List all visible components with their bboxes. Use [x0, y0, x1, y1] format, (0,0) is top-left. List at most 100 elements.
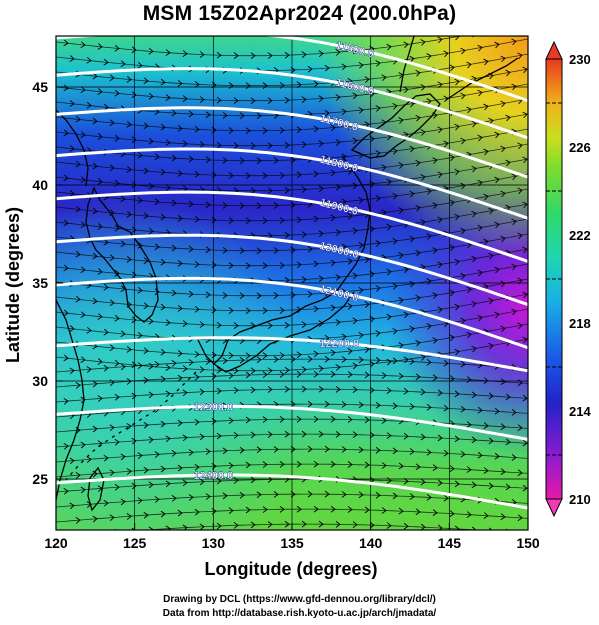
- streamline: [56, 388, 528, 403]
- stream-arrow: [80, 396, 86, 404]
- stream-arrow: [245, 262, 251, 270]
- stream-arrow: [449, 154, 455, 162]
- stream-arrow: [522, 394, 528, 402]
- stream-arrow: [466, 421, 472, 428]
- streamline: [56, 418, 528, 433]
- stream-arrow: [97, 88, 103, 95]
- stream-arrow: [171, 244, 177, 252]
- stream-arrow: [409, 55, 415, 63]
- stream-arrow: [358, 331, 364, 339]
- stream-arrow: [205, 246, 211, 254]
- stream-arrow: [483, 512, 489, 519]
- stream-arrow: [369, 270, 375, 278]
- stream-arrow: [194, 418, 200, 426]
- stream-arrow: [120, 60, 126, 68]
- stream-arrow: [239, 247, 245, 255]
- stream-arrow: [386, 432, 392, 439]
- stream-arrow: [364, 346, 370, 353]
- stream-arrow: [364, 461, 370, 469]
- contour-line: [56, 473, 528, 510]
- stream-arrow: [318, 95, 324, 103]
- stream-arrow: [369, 386, 375, 394]
- stream-arrow: [432, 292, 438, 299]
- stream-arrow: [409, 358, 415, 365]
- stream-arrow: [92, 425, 98, 433]
- coastline-ryukyu: [65, 371, 197, 481]
- stream-arrow: [250, 431, 256, 439]
- contour-line: [56, 106, 528, 179]
- stream-arrow: [160, 375, 166, 383]
- stream-arrow: [273, 491, 279, 498]
- stream-arrow: [386, 178, 392, 186]
- stream-arrow: [256, 247, 262, 255]
- stream-arrow: [426, 448, 432, 456]
- stream-arrow: [381, 507, 387, 514]
- streamline: [56, 173, 528, 207]
- stream-arrow: [92, 252, 98, 260]
- stream-arrow: [131, 136, 137, 144]
- stream-arrow: [364, 76, 370, 83]
- stream-arrow: [171, 495, 177, 502]
- stream-arrow: [165, 319, 171, 326]
- stream-arrow: [199, 51, 205, 58]
- contour-label: 12400.0: [193, 470, 233, 482]
- stream-arrow: [109, 74, 115, 82]
- stream-arrow: [347, 416, 353, 423]
- stream-arrow: [432, 509, 438, 516]
- stream-arrow: [437, 36, 443, 44]
- stream-arrow: [330, 505, 336, 513]
- stream-arrow: [279, 307, 285, 314]
- stream-arrow: [449, 289, 455, 297]
- stream-arrow: [318, 230, 324, 238]
- stream-arrow: [126, 211, 132, 218]
- stream-arrow: [63, 174, 69, 182]
- stream-arrow: [148, 92, 154, 100]
- stream-arrow: [335, 184, 341, 191]
- streamline: [56, 203, 528, 237]
- stream-arrow: [466, 106, 472, 114]
- stream-arrow: [239, 446, 245, 454]
- stream-arrow: [403, 311, 409, 319]
- stream-arrow: [454, 168, 460, 176]
- stream-arrow: [182, 434, 188, 442]
- stream-arrow: [415, 204, 421, 212]
- stream-arrow: [75, 382, 81, 389]
- stream-arrow: [148, 391, 154, 399]
- y-tick-label: 30: [32, 373, 48, 389]
- stream-arrow: [160, 78, 166, 86]
- stream-arrow: [398, 462, 404, 470]
- stream-arrow: [126, 121, 132, 128]
- stream-arrow: [69, 145, 75, 152]
- stream-arrow: [511, 218, 517, 226]
- stream-arrow: [432, 337, 438, 344]
- stream-arrow: [205, 493, 211, 500]
- stream-arrow: [228, 262, 234, 269]
- contour-label: 12300.0: [193, 401, 233, 413]
- stream-arrow: [256, 446, 262, 454]
- stream-arrow: [375, 60, 381, 67]
- stream-arrow: [477, 179, 483, 187]
- stream-arrow: [245, 371, 251, 379]
- stream-arrow: [523, 21, 528, 28]
- stream-arrow: [120, 453, 126, 461]
- stream-arrow: [409, 403, 415, 410]
- coastline-hokkaido: [350, 93, 441, 159]
- contour-line: [56, 67, 528, 140]
- stream-arrow: [381, 417, 387, 424]
- stream-arrow: [250, 142, 256, 150]
- stream-arrow: [114, 89, 120, 97]
- stream-arrow: [97, 268, 103, 275]
- stream-arrow: [86, 456, 92, 463]
- stream-arrow: [341, 243, 347, 251]
- stream-arrow: [279, 82, 285, 89]
- stream-arrow: [273, 202, 279, 209]
- stream-arrow: [194, 170, 200, 178]
- stream-arrow: [194, 260, 200, 268]
- stream-arrow: [97, 358, 103, 365]
- stream-arrow: [296, 351, 302, 359]
- stream-arrow: [522, 201, 528, 209]
- stream-arrow: [347, 348, 353, 355]
- stream-arrow: [245, 416, 251, 424]
- stream-arrow: [69, 367, 75, 375]
